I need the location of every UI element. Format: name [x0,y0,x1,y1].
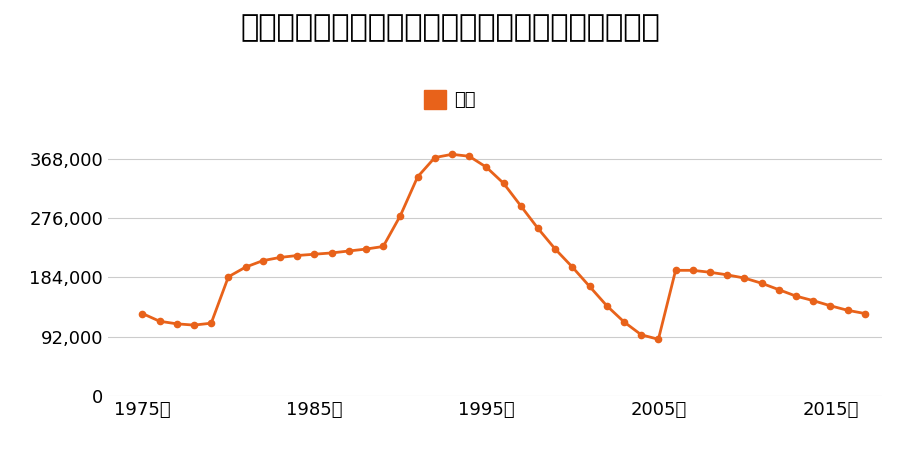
Text: 愛媛県今治市日吉字海田甲１００番１１の地価推移: 愛媛県今治市日吉字海田甲１００番１１の地価推移 [240,14,660,42]
Legend: 価格: 価格 [424,90,476,109]
